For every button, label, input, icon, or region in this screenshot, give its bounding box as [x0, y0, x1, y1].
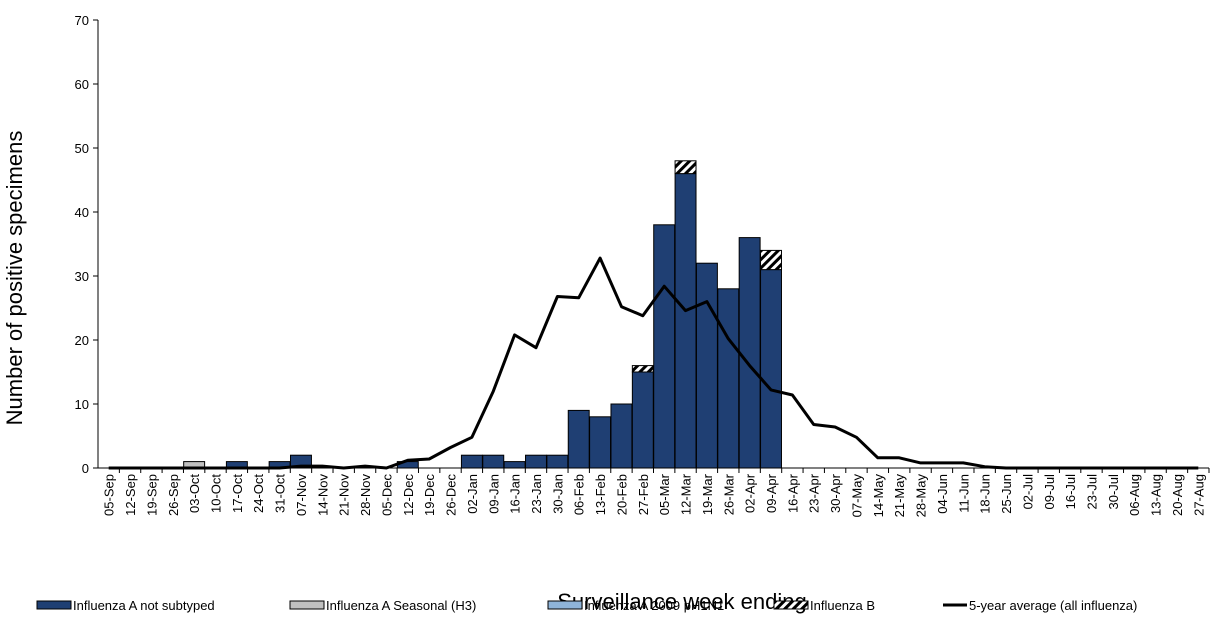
x-tick-label: 21-Nov: [337, 474, 352, 516]
bar-influenza-a-not-subtyped-13-feb: [589, 416, 612, 469]
y-tick-label: 30: [75, 269, 89, 284]
bar-influenza-a-not-subtyped-19-mar: [695, 262, 718, 469]
x-tick-label: 07-May: [850, 474, 865, 518]
legend-label: Influenza B: [810, 598, 875, 613]
x-tick-label: 06-Feb: [572, 474, 587, 515]
x-tick-label: 25-Jun: [999, 474, 1014, 514]
bar-influenza-a-not-subtyped-26-mar: [717, 288, 740, 469]
bar-influenza-a-not-subtyped-23-jan: [525, 454, 547, 469]
x-axis-title: Surveillance week ending: [557, 589, 807, 614]
x-tick-label: 12-Dec: [401, 474, 416, 516]
x-tick-label: 05-Mar: [657, 473, 672, 515]
x-tick-label: 13-Aug: [1149, 474, 1164, 516]
bar-influenza-a-not-subtyped-02-jan: [460, 454, 483, 469]
x-tick-label: 17-Oct: [230, 474, 245, 513]
x-tick-label: 02-Apr: [743, 473, 758, 513]
x-tick-label: 28-May: [914, 474, 929, 518]
x-tick-label: 31-Oct: [273, 474, 288, 513]
x-tick-label: 21-May: [892, 474, 907, 518]
x-tick-label: 23-Apr: [807, 473, 822, 513]
bar-influenza-a-not-subtyped-16-jan: [503, 461, 526, 469]
y-axis-title: Number of positive specimens: [2, 131, 27, 426]
x-tick-label: 26-Dec: [444, 473, 459, 515]
x-tick-label: 20-Feb: [615, 474, 630, 515]
y-tick-label: 40: [75, 205, 89, 220]
x-tick-label: 19-Mar: [700, 473, 715, 515]
bar-influenza-a-not-subtyped-30-jan: [546, 454, 569, 469]
x-tick-label: 27-Aug: [1191, 474, 1206, 516]
bar-influenza-b-27-feb: [631, 365, 654, 373]
legend-label: Influenza A 2009 pH1N1: [584, 598, 724, 613]
x-tick-label: 02-Jul: [1020, 474, 1035, 510]
y-tick-label: 0: [82, 461, 89, 476]
x-tick-label: 27-Feb: [636, 474, 651, 515]
legend-swatch: [547, 600, 583, 610]
x-tick-label: 30-Jul: [1106, 474, 1121, 510]
x-tick-label: 02-Jan: [465, 474, 480, 514]
bar-influenza-a-not-subtyped-12-mar: [674, 173, 697, 469]
bar-influenza-a-not-subtyped-20-feb: [610, 403, 633, 469]
x-axis: 05-Sep 12-Sep 19-Sep 26-Sep 03-Oct 10-Oct 17-O…: [98, 467, 1210, 518]
bar-influenza-a-not-subtyped-09-apr: [760, 269, 782, 469]
legend-label: Influenza A Seasonal (H3): [326, 598, 476, 613]
bar-influenza-a-not-subtyped-27-feb: [631, 371, 654, 469]
legend-swatch: [36, 600, 72, 610]
bar-influenza-a-not-subtyped-09-jan: [482, 454, 505, 469]
legend-swatch: [289, 600, 325, 610]
x-tick-label: 07-Nov: [294, 474, 309, 516]
x-tick-label: 05-Sep: [102, 474, 117, 516]
legend: Influenza A not subtyped Influenza A Seas…: [36, 598, 1137, 613]
x-tick-label: 18-Jun: [978, 474, 993, 514]
y-tick-label: 20: [75, 333, 89, 348]
x-tick-label: 10-Oct: [209, 474, 224, 513]
x-tick-label: 30-Apr: [828, 473, 843, 513]
y-tick-label: 50: [75, 141, 89, 156]
y-tick-label: 70: [75, 13, 89, 28]
bars: [183, 160, 782, 469]
x-tick-label: 30-Jan: [550, 474, 565, 514]
x-tick-label: 19-Dec: [422, 474, 437, 516]
x-tick-label: 09-Jul: [1042, 474, 1057, 510]
x-tick-label: 19-Sep: [144, 474, 159, 516]
legend-label: 5-year average (all influenza): [969, 598, 1137, 613]
x-tick-label: 16-Jan: [508, 474, 523, 514]
x-tick-label: 11-Jun: [956, 474, 971, 513]
bar-influenza-b-09-apr: [760, 249, 782, 271]
x-tick-label: 26-Sep: [166, 474, 181, 516]
x-tick-label: 16-Jul: [1063, 474, 1078, 510]
x-tick-label: 28-Nov: [358, 474, 373, 516]
x-tick-label: 03-Oct: [187, 474, 202, 513]
x-tick-label: 13-Feb: [593, 474, 608, 515]
y-tick-label: 60: [75, 77, 89, 92]
x-tick-label: 12-Mar: [679, 473, 694, 515]
y-tick-label: 10: [75, 397, 89, 412]
y-axis: 0 10 20 30 40 50 60 70: [75, 13, 99, 476]
bar-influenza-a-not-subtyped-06-feb: [567, 409, 590, 469]
legend-label: Influenza A not subtyped: [73, 598, 215, 613]
x-tick-label: 09-Jan: [486, 474, 501, 514]
x-tick-label: 04-Jun: [935, 474, 950, 514]
x-tick-label: 24-Oct: [251, 474, 266, 513]
bar-influenza-b-12-mar: [674, 160, 697, 175]
x-tick-label: 23-Jul: [1085, 474, 1100, 510]
x-tick-label: 20-Aug: [1170, 474, 1185, 516]
x-tick-label: 05-Dec: [379, 473, 394, 515]
x-tick-label: 06-Aug: [1127, 474, 1142, 516]
x-tick-label: 12-Sep: [123, 474, 138, 516]
x-tick-label: 09-Apr: [764, 473, 779, 513]
x-tick-label: 14-Nov: [315, 473, 330, 515]
x-tick-label: 23-Jan: [529, 474, 544, 514]
x-tick-label: 26-Mar: [721, 473, 736, 515]
legend-swatch: [773, 600, 809, 610]
x-tick-label: 16-Apr: [785, 473, 800, 513]
bar-influenza-a-not-subtyped-05-mar: [653, 224, 676, 469]
bar-influenza-a-not-subtyped-02-apr: [738, 237, 761, 469]
x-tick-label: 14-May: [871, 473, 886, 517]
